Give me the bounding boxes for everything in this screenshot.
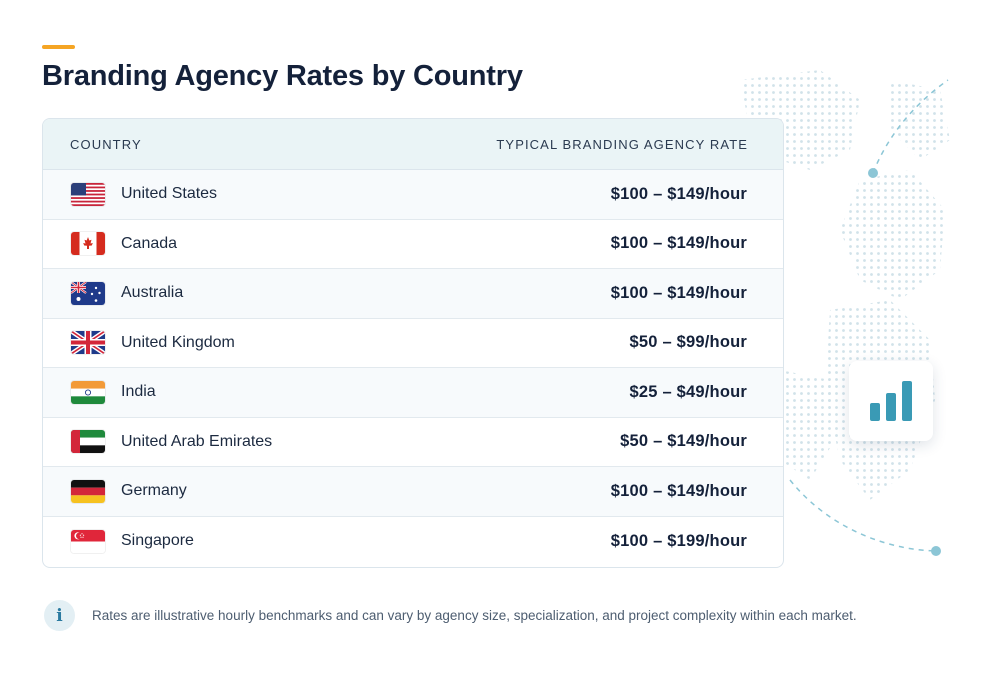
country-name: Singapore	[121, 532, 194, 550]
table-row: India $25 – $49/hour	[43, 368, 783, 418]
rate-value: $100 – $149/hour	[610, 481, 747, 500]
table-row: United Kingdom $50 – $99/hour	[43, 319, 783, 368]
country-name: United Kingdom	[121, 333, 235, 351]
title-accent-bar	[42, 45, 75, 49]
rates-table: COUNTRY TYPICAL BRANDING AGENCY RATE	[42, 118, 784, 568]
rate-value: $100 – $149/hour	[610, 184, 747, 203]
country-name: India	[121, 383, 156, 401]
bar-chart-icon	[870, 381, 912, 421]
table-body: United States $100 – $149/hour Canada $1…	[43, 170, 783, 566]
germany-flag-icon	[71, 479, 105, 503]
rate-value: $100 – $149/hour	[610, 234, 747, 253]
country-name: Germany	[121, 482, 187, 500]
country-name: Canada	[121, 234, 178, 252]
us-flag-icon	[71, 182, 105, 206]
country-name: United States	[121, 185, 218, 203]
canada-flag-icon	[71, 232, 105, 256]
footnote: Rates are illustrative hourly benchmarks…	[92, 608, 857, 623]
table-row: United States $100 – $149/hour	[43, 170, 783, 220]
rate-value: $50 – $99/hour	[629, 333, 747, 352]
rate-value: $25 – $49/hour	[629, 382, 747, 401]
country-name: United Arab Emirates	[121, 432, 273, 450]
india-flag-icon	[71, 380, 105, 404]
rate-value: $100 – $149/hour	[610, 283, 747, 302]
chart-badge	[849, 361, 933, 441]
page-title: Branding Agency Rates by Country	[42, 60, 523, 92]
table-row: Canada $100 – $149/hour	[43, 220, 783, 269]
rate-value: $100 – $199/hour	[610, 531, 747, 550]
country-name: Australia	[121, 284, 184, 302]
table-header: COUNTRY TYPICAL BRANDING AGENCY RATE	[43, 119, 783, 170]
info-icon: i	[44, 600, 75, 631]
singapore-flag-icon	[71, 529, 105, 553]
australia-flag-icon	[71, 281, 105, 305]
column-header-rate: TYPICAL BRANDING AGENCY RATE	[496, 136, 748, 152]
uk-flag-icon	[71, 331, 105, 355]
table-row: United Arab Emirates $50 – $149/hour	[43, 418, 783, 467]
table-row: Germany $100 – $149/hour	[43, 467, 783, 517]
column-header-country: COUNTRY	[70, 136, 142, 152]
uae-flag-icon	[71, 430, 105, 454]
table-row: Australia $100 – $149/hour	[43, 269, 783, 319]
rate-value: $50 – $149/hour	[620, 432, 747, 451]
table-row: Singapore $100 – $199/hour	[43, 517, 783, 567]
